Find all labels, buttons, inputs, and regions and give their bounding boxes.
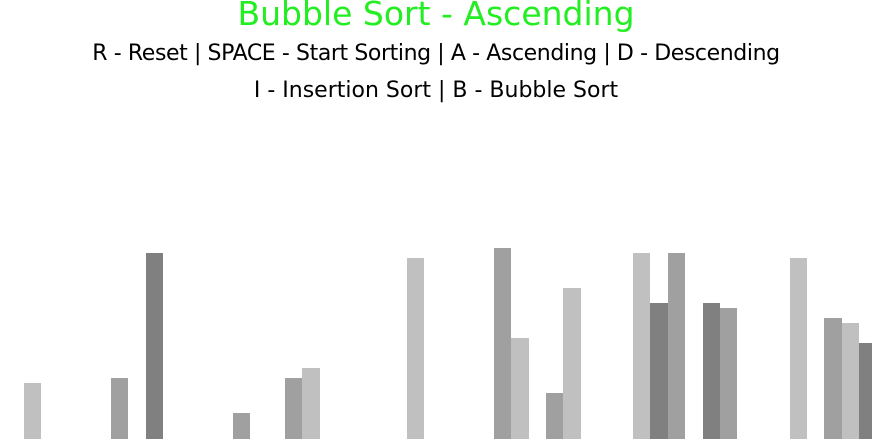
controls-help-line-2: I - Insertion Sort | B - Bubble Sort: [253, 78, 619, 103]
array-bar: [406, 258, 425, 439]
array-bar: [511, 338, 529, 439]
array-bar: [667, 253, 686, 439]
array-bar: [702, 303, 720, 439]
array-bar: [24, 383, 42, 439]
array-bar: [720, 308, 738, 439]
array-bar: [650, 303, 668, 439]
array-bar: [285, 378, 303, 439]
array-bar: [302, 368, 320, 439]
array-bar: [111, 378, 129, 439]
array-bar: [841, 323, 860, 439]
array-bar: [633, 253, 651, 439]
sort-title: Bubble Sort - Ascending: [237, 0, 635, 33]
array-bar: [859, 343, 872, 439]
array-bar: [232, 413, 251, 439]
array-bar: [546, 393, 564, 439]
array-bar: [493, 248, 512, 439]
array-bar: [789, 258, 807, 439]
array-bar: [824, 318, 842, 439]
array-bar: [145, 253, 164, 439]
controls-help-line-1: R - Reset | SPACE - Start Sorting | A - …: [92, 41, 780, 66]
array-bar: [563, 288, 581, 439]
